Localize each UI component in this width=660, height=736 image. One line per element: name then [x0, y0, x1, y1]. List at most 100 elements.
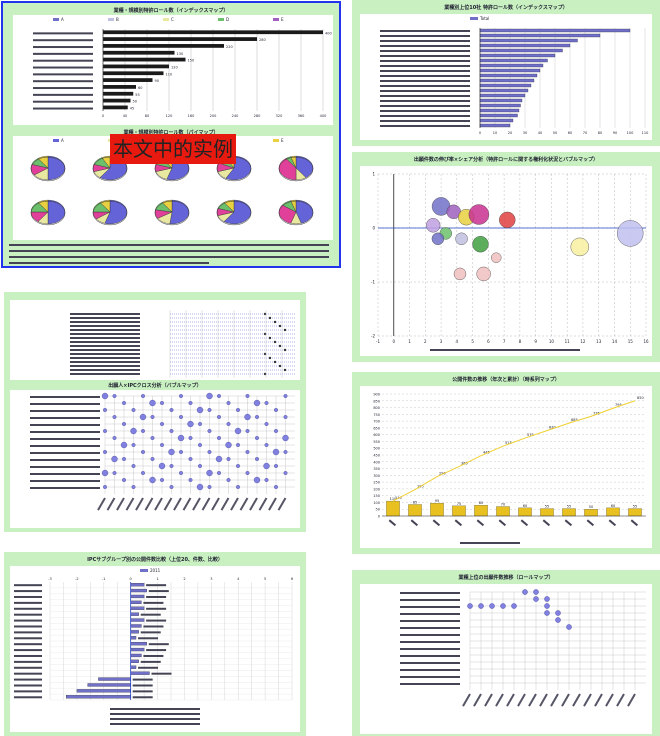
- x-tick-label: [154, 498, 163, 511]
- bubble: [160, 478, 164, 482]
- bar-annotation: [141, 661, 161, 663]
- bubble: [208, 450, 212, 454]
- category-label: [70, 373, 140, 375]
- x-tick-label: [616, 694, 625, 707]
- chart-7a-plot: [10, 300, 300, 380]
- bubble: [555, 610, 560, 615]
- x-tick-label: 60: [568, 131, 572, 135]
- bubble: [103, 429, 107, 433]
- category-label: [400, 627, 460, 629]
- y-tick-label: 700: [373, 420, 380, 424]
- category-label: [70, 357, 140, 359]
- footnote: [110, 718, 200, 720]
- x-tick-label: [462, 694, 471, 707]
- bubble: [151, 436, 155, 440]
- category-label: [30, 487, 100, 489]
- bubble: [150, 477, 156, 483]
- note-text: [9, 256, 329, 258]
- bar: [452, 506, 465, 516]
- x-tick-label: 6: [291, 577, 293, 581]
- category-label: [380, 110, 470, 112]
- legend-swatch: [273, 139, 279, 142]
- y-tick-label: 550: [373, 440, 380, 444]
- bar: [480, 74, 537, 77]
- x-tick-label: 7: [503, 339, 506, 344]
- x-tick-label: 9: [534, 339, 537, 344]
- bubble: [522, 589, 527, 594]
- bubble: [226, 442, 232, 448]
- bar-value: 150: [188, 59, 195, 63]
- bubble: [246, 471, 250, 475]
- bubble: [141, 450, 145, 454]
- x-tick-label: -2: [75, 577, 79, 581]
- y-tick-label: 100: [373, 501, 380, 505]
- bubble: [236, 485, 240, 489]
- bubble: [469, 205, 489, 225]
- legend-swatch: [273, 18, 279, 21]
- bubble: [617, 220, 643, 246]
- x-tick-label: 13: [596, 339, 602, 344]
- y-tick-label: 250: [373, 481, 380, 485]
- bar: [131, 672, 150, 675]
- chart-6-svg: 2011-3-2-10123456: [10, 566, 300, 732]
- bubble: [216, 456, 222, 462]
- data-point: [279, 365, 281, 367]
- category-label: [33, 53, 93, 55]
- category-label: [380, 95, 470, 97]
- x-tick-label: [240, 498, 249, 511]
- bar: [562, 509, 575, 516]
- bubble: [208, 429, 212, 433]
- bar: [103, 106, 128, 110]
- bar: [480, 124, 510, 127]
- data-point: [279, 325, 281, 327]
- bar-annotation: [146, 596, 166, 598]
- bubble: [140, 414, 146, 420]
- bar: [131, 595, 144, 598]
- chart-5-title: 公開件数の推移（年次と累計）（時系列マップ）: [352, 376, 660, 383]
- bubble: [189, 478, 193, 482]
- category-label: [30, 417, 100, 419]
- category-label: [380, 60, 470, 62]
- bar: [103, 71, 164, 75]
- x-tick-label: [145, 498, 154, 511]
- bubble: [273, 449, 279, 455]
- y-tick-label: 0: [372, 226, 375, 231]
- x-tick-label: 8: [519, 339, 522, 344]
- x-tick-label: 15: [628, 339, 634, 344]
- bubble: [151, 415, 155, 419]
- x-tick-label: [609, 519, 616, 526]
- bar-annotation: [133, 679, 153, 681]
- category-label: [70, 337, 140, 339]
- category-label: [14, 667, 42, 669]
- legend-swatch: [218, 18, 224, 21]
- bubble: [198, 443, 202, 447]
- y-tick-label: 600: [373, 433, 380, 437]
- category-label: [380, 90, 470, 92]
- bubble: [246, 429, 250, 433]
- x-tick-label: [521, 519, 528, 526]
- bubble: [236, 408, 240, 412]
- category-label: [400, 662, 460, 664]
- category-label: [400, 648, 460, 650]
- category-label: [14, 649, 42, 651]
- bar-value: 70: [501, 503, 505, 507]
- bar-annotation: [143, 625, 163, 627]
- data-point: [284, 369, 286, 371]
- data-point: [274, 361, 276, 363]
- category-label: [380, 30, 470, 32]
- bubble: [456, 233, 468, 245]
- y-tick-label: 150: [373, 494, 380, 498]
- bubble: [477, 267, 491, 281]
- bar: [131, 619, 144, 622]
- bubble: [255, 457, 259, 461]
- bubble: [131, 428, 137, 434]
- x-tick-label: [587, 519, 594, 526]
- bar-value: 45: [130, 107, 134, 111]
- bubble: [489, 603, 494, 608]
- bubble: [179, 415, 183, 419]
- bubble: [571, 238, 589, 256]
- bar: [103, 78, 153, 82]
- y-tick-label: 900: [373, 393, 380, 397]
- legend-swatch: [163, 18, 169, 21]
- x-tick-label: 11: [565, 339, 571, 344]
